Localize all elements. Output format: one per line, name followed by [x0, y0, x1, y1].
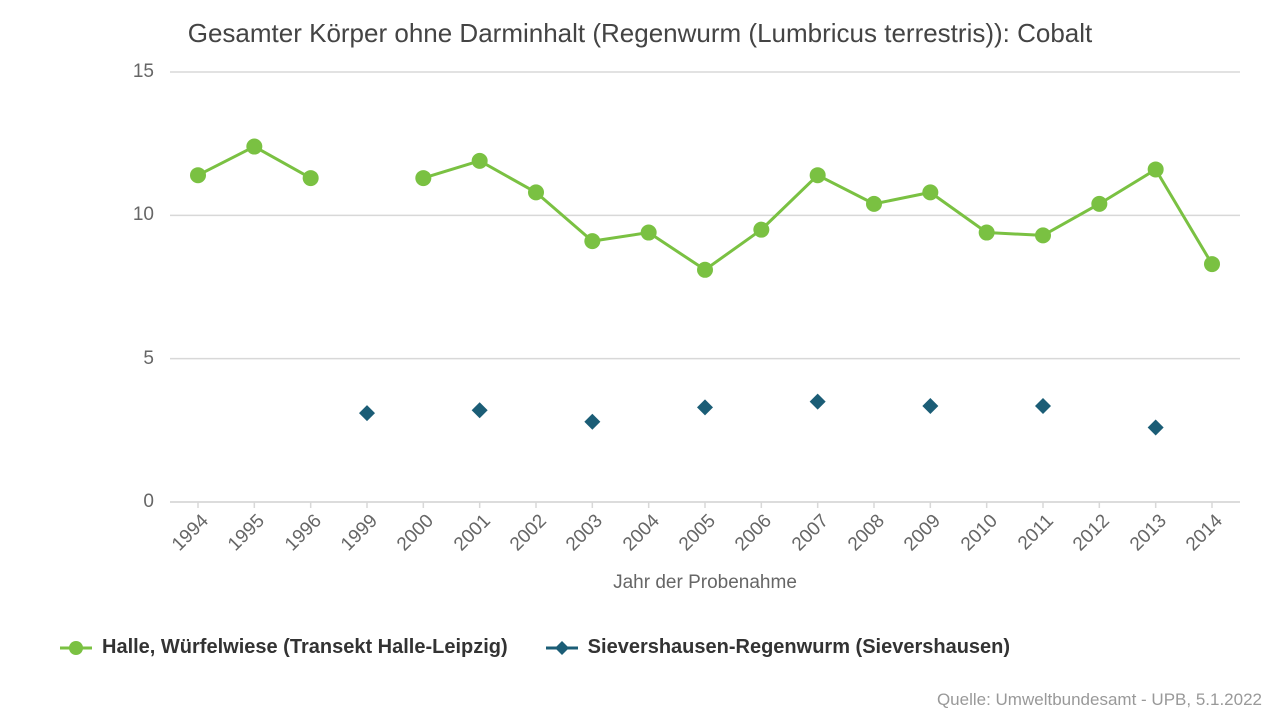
chart-title: Gesamter Körper ohne Darminhalt (Regenwu…: [0, 0, 1280, 49]
legend-item: Halle, Würfelwiese (Transekt Halle-Leipz…: [60, 636, 508, 659]
legend-item: Sievershausen-Regenwurm (Sievershausen): [546, 636, 1010, 659]
plot-area: 0510151994199519961999200020012002200320…: [170, 72, 1240, 502]
legend-label: Sievershausen-Regenwurm (Sievershausen): [588, 636, 1010, 659]
legend-label: Halle, Würfelwiese (Transekt Halle-Leipz…: [102, 636, 508, 659]
legend: Halle, Würfelwiese (Transekt Halle-Leipz…: [60, 636, 1010, 659]
source-text: Quelle: Umweltbundesamt - UPB, 5.1.2022: [937, 690, 1262, 710]
x-axis-label: Jahr der Probenahme: [170, 572, 1240, 594]
y-tick-label: 5: [94, 348, 154, 370]
diamond-icon: [546, 638, 578, 658]
circle-icon: [60, 638, 92, 658]
y-tick-label: 15: [94, 61, 154, 83]
y-tick-label: 0: [94, 491, 154, 513]
y-tick-label: 10: [94, 204, 154, 226]
